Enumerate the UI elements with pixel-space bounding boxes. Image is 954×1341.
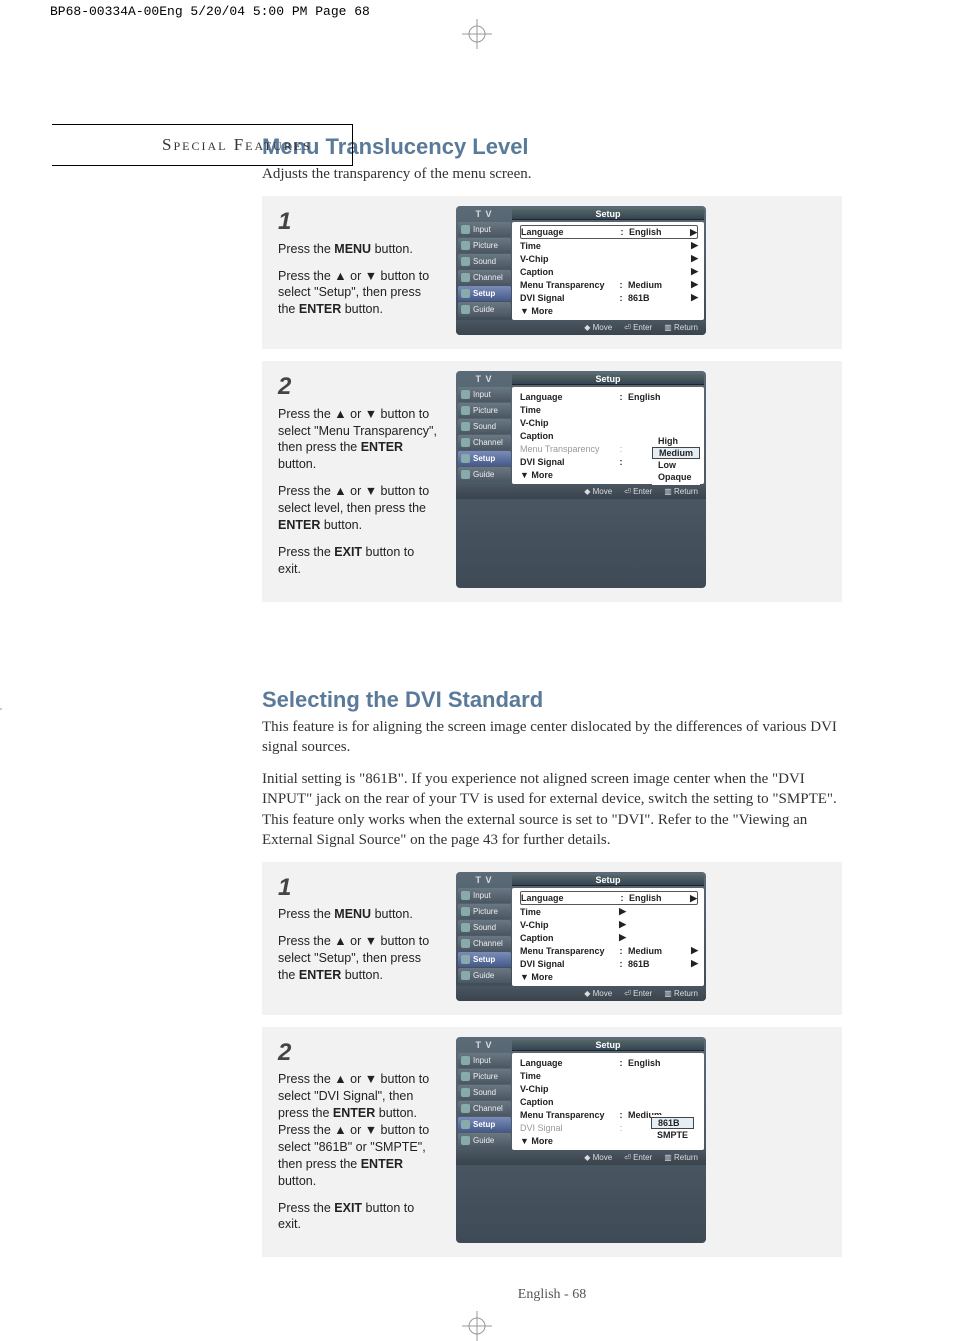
registration-mark-top xyxy=(0,19,954,49)
registration-mark-bottom xyxy=(0,1311,954,1341)
step-num: 1 xyxy=(278,872,438,904)
osd-a1: T VSetup Input Picture Sound Channel Set… xyxy=(456,206,706,335)
osd-tabs: Input Picture Sound Channel Setup Guide xyxy=(456,221,512,320)
step-a1: 1 Press the MENU button. Press the ▲ or … xyxy=(262,196,842,349)
step-num: 2 xyxy=(278,1037,438,1069)
desc-dvi-2: Initial setting is "861B". If you experi… xyxy=(262,769,842,850)
page-footer: English - 68 xyxy=(262,1287,842,1303)
registration-mark-side xyxy=(0,694,2,727)
osd-a2: T VSetup Input Picture Sound Channel Set… xyxy=(456,371,706,587)
title-dvi: Selecting the DVI Standard xyxy=(262,687,842,713)
section-heading: Special Features xyxy=(52,124,353,166)
step-num: 1 xyxy=(278,206,438,238)
step-num: 2 xyxy=(278,371,438,403)
osd-b2: T VSetup Input Picture Sound Channel Set… xyxy=(456,1037,706,1243)
osd-b1: T VSetup Input Picture Sound Channel Set… xyxy=(456,872,706,1001)
step-b1: 1 Press the MENU button. Press the ▲ or … xyxy=(262,862,842,1015)
step-a2: 2 Press the ▲ or ▼ button to select "Men… xyxy=(262,361,842,601)
desc-dvi-1: This feature is for aligning the screen … xyxy=(262,717,842,758)
step-b2: 2 Press the ▲ or ▼ button to select "DVI… xyxy=(262,1027,842,1257)
print-meta: BP68-00334A-00Eng 5/20/04 5:00 PM Page 6… xyxy=(0,0,954,19)
desc-translucency: Adjusts the transparency of the menu scr… xyxy=(262,164,842,184)
